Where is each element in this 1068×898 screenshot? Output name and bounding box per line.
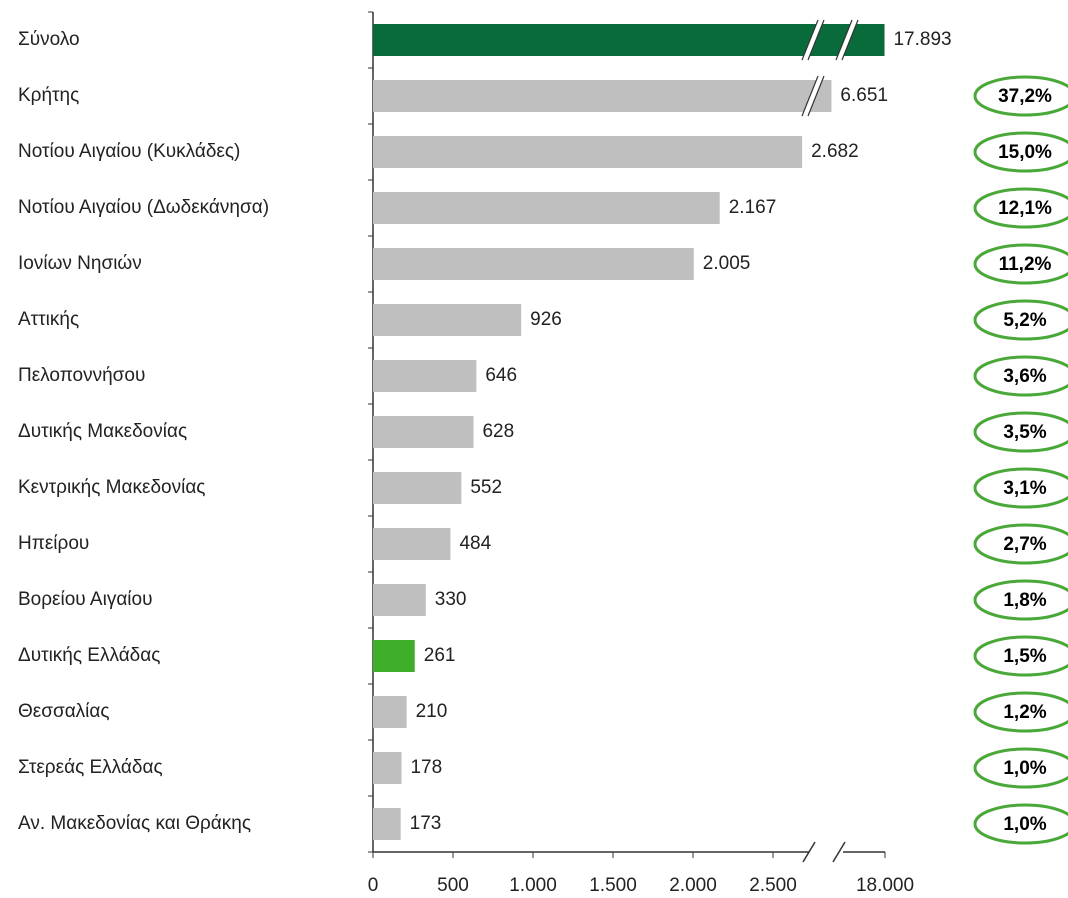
share-label: 5,2% <box>1003 310 1046 331</box>
x-tick-label: 1.000 <box>509 875 557 896</box>
bar-break-edge <box>841 19 859 61</box>
category-label: Νοτίου Αιγαίου (Δωδεκάνησα) <box>18 197 269 218</box>
share-oval <box>973 803 1068 845</box>
category-label: Βορείου Αιγαίου <box>18 589 152 610</box>
category-label: Αττικής <box>18 309 79 330</box>
category-label: Κεντρικής Μακεδονίας <box>18 477 205 498</box>
bar <box>373 360 477 392</box>
value-label: 17.893 <box>893 29 951 50</box>
share-oval <box>973 243 1068 285</box>
category-label: Αν. Μακεδονίας και Θράκης <box>18 813 251 834</box>
bar <box>373 584 426 616</box>
category-label: Νοτίου Αιγαίου (Κυκλάδες) <box>18 141 240 162</box>
share-oval <box>973 355 1068 397</box>
value-label: 628 <box>482 421 514 442</box>
share-label: 11,2% <box>999 254 1052 275</box>
share-oval <box>973 635 1068 677</box>
x-tick-label: 1.500 <box>589 875 637 896</box>
bar-break-edge <box>835 19 853 61</box>
x-tick-label: 500 <box>437 875 469 896</box>
bar <box>373 192 720 224</box>
category-label: Σύνολο <box>18 29 80 50</box>
bar <box>373 696 407 728</box>
value-label: 330 <box>435 589 467 610</box>
bar <box>373 640 415 672</box>
share-oval <box>973 467 1068 509</box>
value-label: 926 <box>530 309 562 330</box>
share-oval <box>973 411 1068 453</box>
value-label: 2.167 <box>729 197 777 218</box>
bar-break <box>836 18 858 62</box>
bar <box>373 472 462 504</box>
share-label: 2,7% <box>1003 534 1046 555</box>
share-oval <box>973 747 1068 789</box>
x-tick-label: 2.500 <box>749 875 797 896</box>
x-tick-label: 18.000 <box>856 875 914 896</box>
share-label: 37,2% <box>998 86 1052 107</box>
bar-break <box>802 74 824 118</box>
bar <box>373 528 451 560</box>
bar <box>373 248 694 280</box>
value-label: 646 <box>485 365 517 386</box>
share-label: 3,6% <box>1003 366 1046 387</box>
share-label: 1,0% <box>1003 758 1046 779</box>
value-label: 552 <box>470 477 502 498</box>
category-label: Δυτικής Μακεδονίας <box>18 421 187 442</box>
share-label: 1,0% <box>1003 814 1046 835</box>
x-tick-label: 0 <box>368 875 379 896</box>
category-label: Ιονίων Νησιών <box>18 253 142 274</box>
bar <box>373 808 401 840</box>
bar-break-edge <box>807 19 825 61</box>
bar-break-edge <box>801 19 819 61</box>
bar-break <box>802 18 824 62</box>
share-label: 15,0% <box>998 142 1052 163</box>
share-oval <box>973 131 1068 173</box>
bar-break-edge <box>807 75 825 117</box>
share-oval <box>973 187 1068 229</box>
share-oval <box>973 299 1068 341</box>
category-label: Δυτικής Ελλάδας <box>18 645 160 666</box>
share-label: 3,5% <box>1003 422 1046 443</box>
category-label: Στερεάς Ελλάδας <box>18 757 163 778</box>
share-oval <box>973 579 1068 621</box>
value-label: 2.682 <box>811 141 859 162</box>
value-label: 484 <box>459 533 491 554</box>
axis-break-gap <box>809 844 843 860</box>
share-oval <box>973 75 1068 117</box>
bar <box>373 304 522 336</box>
value-label: 6.651 <box>840 85 888 106</box>
share-label: 1,2% <box>1003 702 1046 723</box>
share-label: 3,1% <box>1003 478 1046 499</box>
bar <box>373 752 402 784</box>
bar-break-edge <box>801 75 819 117</box>
value-label: 2.005 <box>703 253 751 274</box>
bar <box>373 416 474 448</box>
x-tick-label: 2.000 <box>669 875 717 896</box>
share-label: 1,5% <box>1003 646 1046 667</box>
share-oval <box>973 523 1068 565</box>
share-label: 1,8% <box>1003 590 1046 611</box>
share-label: 12,1% <box>998 198 1052 219</box>
value-label: 173 <box>410 813 442 834</box>
category-label: Ηπείρου <box>18 533 89 554</box>
value-label: 261 <box>424 645 456 666</box>
bar <box>373 24 885 56</box>
axis-break <box>832 841 846 863</box>
category-label: Θεσσαλίας <box>18 701 110 722</box>
category-label: Πελοποννήσου <box>18 365 145 386</box>
category-label: Κρήτης <box>18 85 79 106</box>
axis-break <box>802 841 816 863</box>
bar <box>373 136 803 168</box>
share-oval <box>973 691 1068 733</box>
value-label: 178 <box>410 757 442 778</box>
bar <box>373 80 832 112</box>
value-label: 210 <box>416 701 448 722</box>
